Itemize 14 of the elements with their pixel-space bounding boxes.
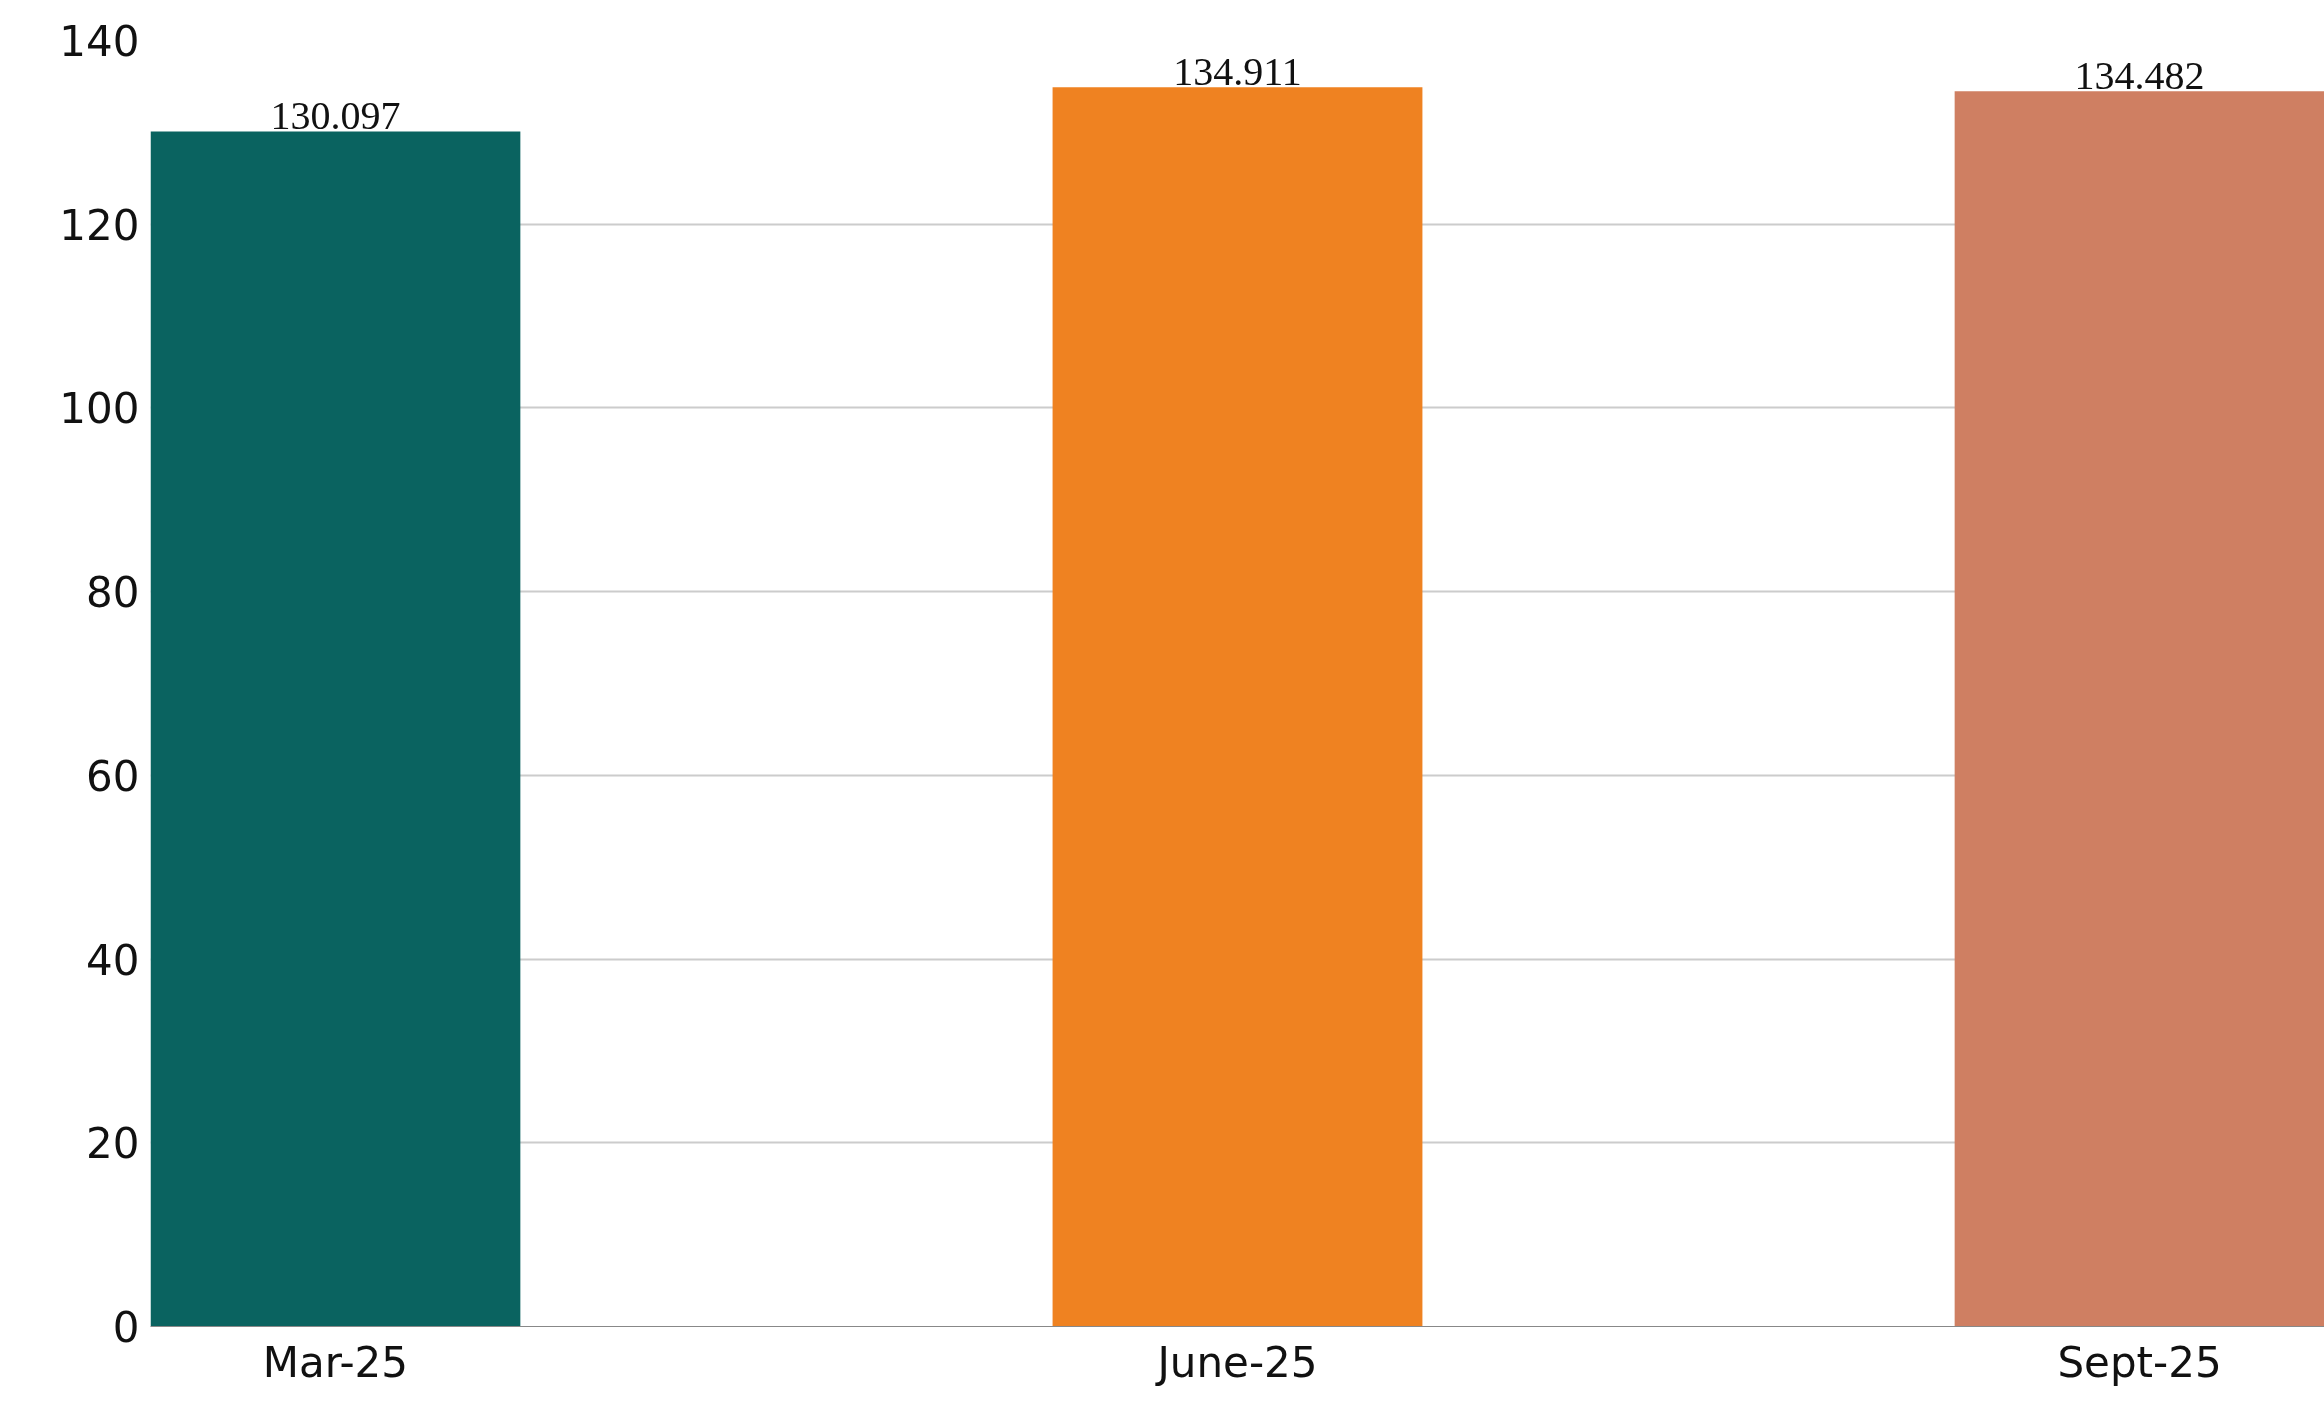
y-tick-label: 20 xyxy=(86,1119,140,1169)
x-tick-label: June-25 xyxy=(1154,1337,1318,1387)
y-tick-label: 60 xyxy=(86,751,140,801)
y-tick-label: 0 xyxy=(112,1303,140,1352)
y-tick-label: 140 xyxy=(59,17,140,66)
data-label: 134.911 xyxy=(1173,49,1302,95)
data-label: 134.482 xyxy=(2074,53,2205,99)
x-tick-label: Mar-25 xyxy=(262,1337,408,1387)
y-tick-label: 80 xyxy=(86,568,140,618)
x-tick-label: Sept-25 xyxy=(2057,1337,2222,1387)
y-tick-label: 40 xyxy=(86,935,140,985)
y-tick-label: 100 xyxy=(59,384,140,434)
y-tick-label: 120 xyxy=(59,200,140,250)
data-label: 130.097 xyxy=(270,93,401,139)
